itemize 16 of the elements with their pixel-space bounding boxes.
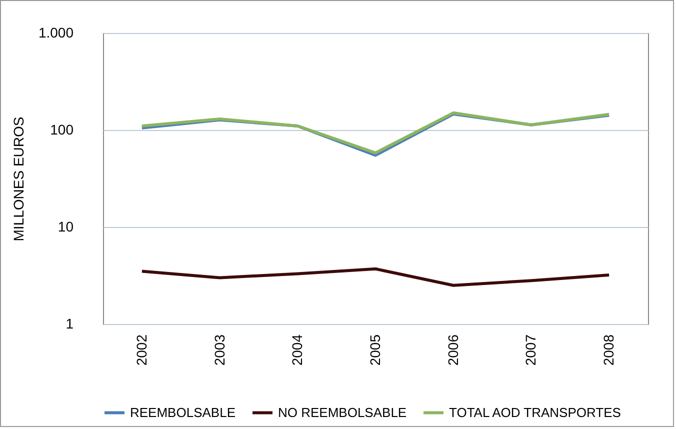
x-tick-label: 2005 <box>367 334 383 366</box>
y-tick-label: 100 <box>50 122 74 138</box>
legend-label: NO REEMBOLSABLE <box>278 404 407 420</box>
legend-label: REEMBOLSABLE <box>130 404 236 420</box>
x-tick-label: 2006 <box>444 334 461 366</box>
y-tick-label: 10 <box>58 218 74 234</box>
line-series <box>140 267 611 287</box>
y-tick-label: 1.000 <box>38 24 74 40</box>
x-tick-label: 2007 <box>522 334 539 366</box>
x-tick-label: 2002 <box>133 334 150 366</box>
legend-label: TOTAL AOD TRANSPORTES <box>449 404 622 420</box>
y-tick-label: 1 <box>66 316 74 332</box>
x-tick-label: 2004 <box>289 334 306 366</box>
y-axis-title: MILLONES EUROS <box>10 116 26 242</box>
x-tick-label: 2003 <box>211 334 228 366</box>
x-tick-label: 2008 <box>600 334 617 366</box>
